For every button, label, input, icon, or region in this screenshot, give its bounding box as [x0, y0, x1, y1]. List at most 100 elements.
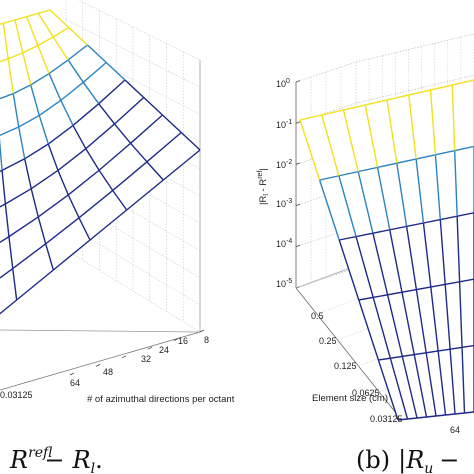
panel-b-surface-line	[405, 226, 418, 290]
panel-a-surface-cell	[0, 170, 6, 207]
panel-b-z-tick: 10-1	[276, 119, 292, 130]
panel-a-surface-line	[37, 216, 47, 244]
panel-a-x-tick-mark	[95, 364, 101, 367]
panel-a-x-tick: 64	[70, 378, 80, 388]
panel-a-surface-line	[113, 123, 132, 144]
panel-b-x-tick: 0.0625	[352, 388, 380, 398]
panel-b-surface-line	[355, 236, 374, 298]
panel-a-surface-line	[85, 148, 100, 171]
svg-text:(b)|Ru−: (b) |Ru −	[356, 446, 459, 474]
panel-a-surface-line	[12, 268, 18, 301]
panel-b-surface-line	[444, 284, 451, 350]
panel-b-surface-line	[422, 222, 432, 288]
panel-b-surface-plot: 100 10-1 10-2 10-3 10-4 10-5 |Rl - Rref|…	[257, 33, 474, 435]
panel-a-x-tick-mark	[147, 346, 153, 350]
panel-a-surface-line	[87, 44, 107, 64]
panel-b-x-axis-label: Element size (cm)	[312, 393, 388, 404]
panel-a-surface-line	[30, 84, 40, 116]
panel-b-surface-cell	[402, 289, 427, 355]
panel-a-grid-line	[65, 224, 201, 306]
panel-a-surface-cell	[53, 27, 88, 60]
panel-a-grid-line	[65, 19, 201, 88]
panel-a-surface-cell	[0, 203, 9, 243]
panel-a-surface-line	[98, 169, 114, 191]
panel-b-surface-line	[425, 352, 437, 417]
panel-b-surface-cell	[356, 233, 388, 298]
panel-a-surface-line	[14, 19, 24, 54]
panel-b-x-tick: 0.03125	[370, 414, 403, 424]
panel-b-surface-cell	[408, 90, 436, 159]
panel-b-surface-line	[358, 299, 380, 361]
panel-a-surface-line	[24, 158, 32, 189]
panel-a-surface-line	[30, 188, 39, 218]
panel-b-axis-line	[295, 265, 357, 289]
panel-b-surface-line	[415, 289, 427, 353]
panel-a-surface-line	[180, 131, 201, 151]
panel-b-caption: (b) |Ru −	[356, 446, 459, 474]
panel-a-surface-cell	[48, 125, 86, 171]
panel-b-surface-cell	[389, 226, 417, 293]
panel-b-surface-line	[389, 358, 409, 420]
panel-a-surface-line	[112, 190, 128, 211]
panel-a-surface-cell	[0, 23, 9, 62]
panel-a-surface-line	[82, 81, 100, 105]
panel-b-surface-line	[454, 150, 458, 217]
panel-b-surface-cell	[457, 212, 474, 282]
panel-b-surface-line	[377, 359, 399, 421]
panel-b-surface-line	[461, 347, 466, 414]
panel-a-x-tick: 8	[204, 335, 209, 345]
panel-b-surface-line	[430, 286, 439, 352]
panel-b-z-tick: 10-3	[276, 198, 292, 209]
panel-b-surface-cell	[435, 150, 458, 220]
panel-b-surface-cell	[390, 356, 417, 419]
panel-a-x-tick-mark	[69, 372, 75, 376]
panel-a-surface-cell	[13, 84, 40, 128]
panel-b-surface-cell	[372, 229, 402, 295]
panel-b-x-tick: 0.5	[311, 311, 324, 321]
panel-b-surface-cell	[358, 167, 390, 234]
panel-b-surface-line	[458, 281, 463, 348]
panel-b-surface-line	[299, 119, 321, 181]
panel-b-z-tick-mark	[295, 121, 301, 124]
panel-b-surface-line	[389, 229, 403, 293]
panel-a-surface-line	[48, 73, 62, 101]
panel-b-x-tick: 0.125	[334, 361, 357, 371]
panel-a-y-tick: 0.03125	[0, 390, 33, 400]
panel-b-surface-cell	[430, 284, 451, 351]
panel-a-grid-line	[77, 0, 201, 61]
panel-a-surface-cell	[112, 161, 164, 210]
panel-b-surface-cell	[319, 175, 357, 240]
panel-b-surface-cell	[321, 110, 359, 176]
panel-b-surface-cell	[358, 297, 391, 360]
panel-b-surface-cell	[462, 345, 474, 413]
panel-b-surface-line	[386, 99, 398, 164]
panel-a-surface-line	[4, 203, 10, 237]
panel-b-surface-cell	[454, 146, 474, 217]
panel-a-surface-line	[60, 100, 74, 126]
panel-a-axis-line	[0, 331, 201, 391]
panel-b-surface-line	[321, 114, 340, 176]
panel-a-surface-line	[57, 170, 69, 196]
panel-a-surface-cell	[0, 268, 17, 314]
panel-a-x-axis-label: # of azimuthal directions per octant	[87, 394, 235, 405]
panel-a-surface-cell	[68, 170, 113, 218]
panel-a-x-tick: 24	[159, 345, 169, 355]
panel-b-grid-line	[316, 283, 397, 315]
panel-a-surface-cell	[0, 93, 19, 136]
panel-a-caption: Rrefl−Rl.	[9, 445, 103, 474]
panel-b-z-axis-label: |Rl - Rref|	[257, 168, 270, 205]
panel-a-surface-line	[8, 236, 14, 269]
panel-b-z-tick: 10-5	[276, 278, 292, 289]
panel-a-surface-cell	[5, 188, 39, 237]
panel-b-surface-line	[456, 216, 461, 282]
panel-b-surface-line	[357, 171, 374, 234]
panel-a-surface-line	[7, 58, 14, 94]
panel-a-surface-line	[2, 23, 9, 59]
panel-a-surface-line	[45, 243, 55, 271]
panel-a-surface-cell	[26, 13, 54, 46]
panel-b-z-tick: 10-2	[276, 159, 292, 170]
panel-b-surface-line	[429, 89, 437, 155]
panel-a-surface-line	[52, 36, 69, 61]
panel-b-surface-line	[386, 294, 403, 357]
